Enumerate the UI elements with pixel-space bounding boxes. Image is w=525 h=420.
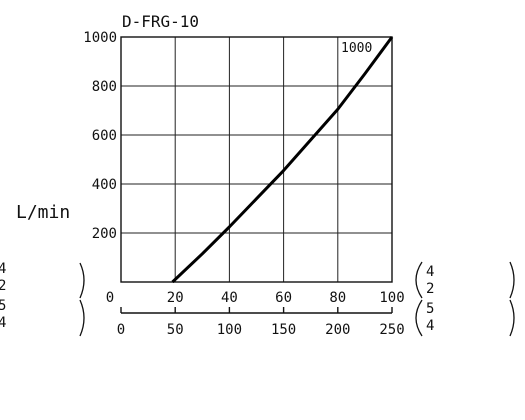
- left-bracket-row2-paren: [79, 299, 85, 337]
- secondary-tick-label: 0: [117, 322, 125, 338]
- left-bracket-row2-bottom: 4: [0, 315, 6, 331]
- x-tick-label: 20: [167, 290, 184, 306]
- secondary-axis-ticks: 0 50 100 150 200 250: [117, 307, 405, 338]
- right-bracket-row1-top: 4: [426, 264, 434, 280]
- right-bracket-row2-open: [415, 299, 423, 337]
- y-tick-label: 600: [92, 128, 117, 144]
- left-bracket-row1-paren: [79, 262, 85, 299]
- secondary-tick-label: 200: [325, 322, 350, 338]
- right-bracket-row2-close: [509, 299, 515, 337]
- x-tick-label: 100: [379, 290, 404, 306]
- secondary-tick-label: 100: [217, 322, 242, 338]
- secondary-tick-label: 50: [167, 322, 184, 338]
- x-tick-label: 0: [106, 290, 114, 306]
- chart-title: D-FRG-10: [122, 12, 199, 31]
- right-bracket-row1-open: [415, 261, 423, 299]
- y-tick-label: 1000: [83, 30, 117, 46]
- left-bracket-row1-bottom: 2: [0, 278, 6, 294]
- x-tick-label: 40: [221, 290, 238, 306]
- series-curve-1000: [171, 36, 394, 284]
- left-bracket-row2-top: 5: [0, 298, 6, 314]
- plot-frame: [120, 36, 393, 283]
- y-tick-label: 400: [92, 177, 117, 193]
- x-tick-label: 60: [275, 290, 292, 306]
- secondary-tick-label: 150: [271, 322, 296, 338]
- right-bracket-row1-close: [509, 261, 515, 299]
- series-label-1000: 1000: [341, 41, 372, 56]
- x-tick-label: 80: [329, 290, 346, 306]
- right-bracket-row1-bottom: 2: [426, 281, 434, 297]
- x-tick-labels: 0 20 40 60 80 100: [106, 290, 405, 306]
- plot-grid: [121, 37, 392, 282]
- y-tick-label: 800: [92, 79, 117, 95]
- right-bracket-row2-bottom: 4: [426, 318, 434, 334]
- y-tick-labels: 1000 800 600 400 200: [83, 30, 117, 242]
- secondary-tick-label: 250: [379, 322, 404, 338]
- y-axis-label: L/min: [16, 202, 70, 223]
- right-bracket-row2-top: 5: [426, 301, 434, 317]
- y-tick-label: 200: [92, 226, 117, 242]
- left-bracket-row1-top: 4: [0, 261, 6, 277]
